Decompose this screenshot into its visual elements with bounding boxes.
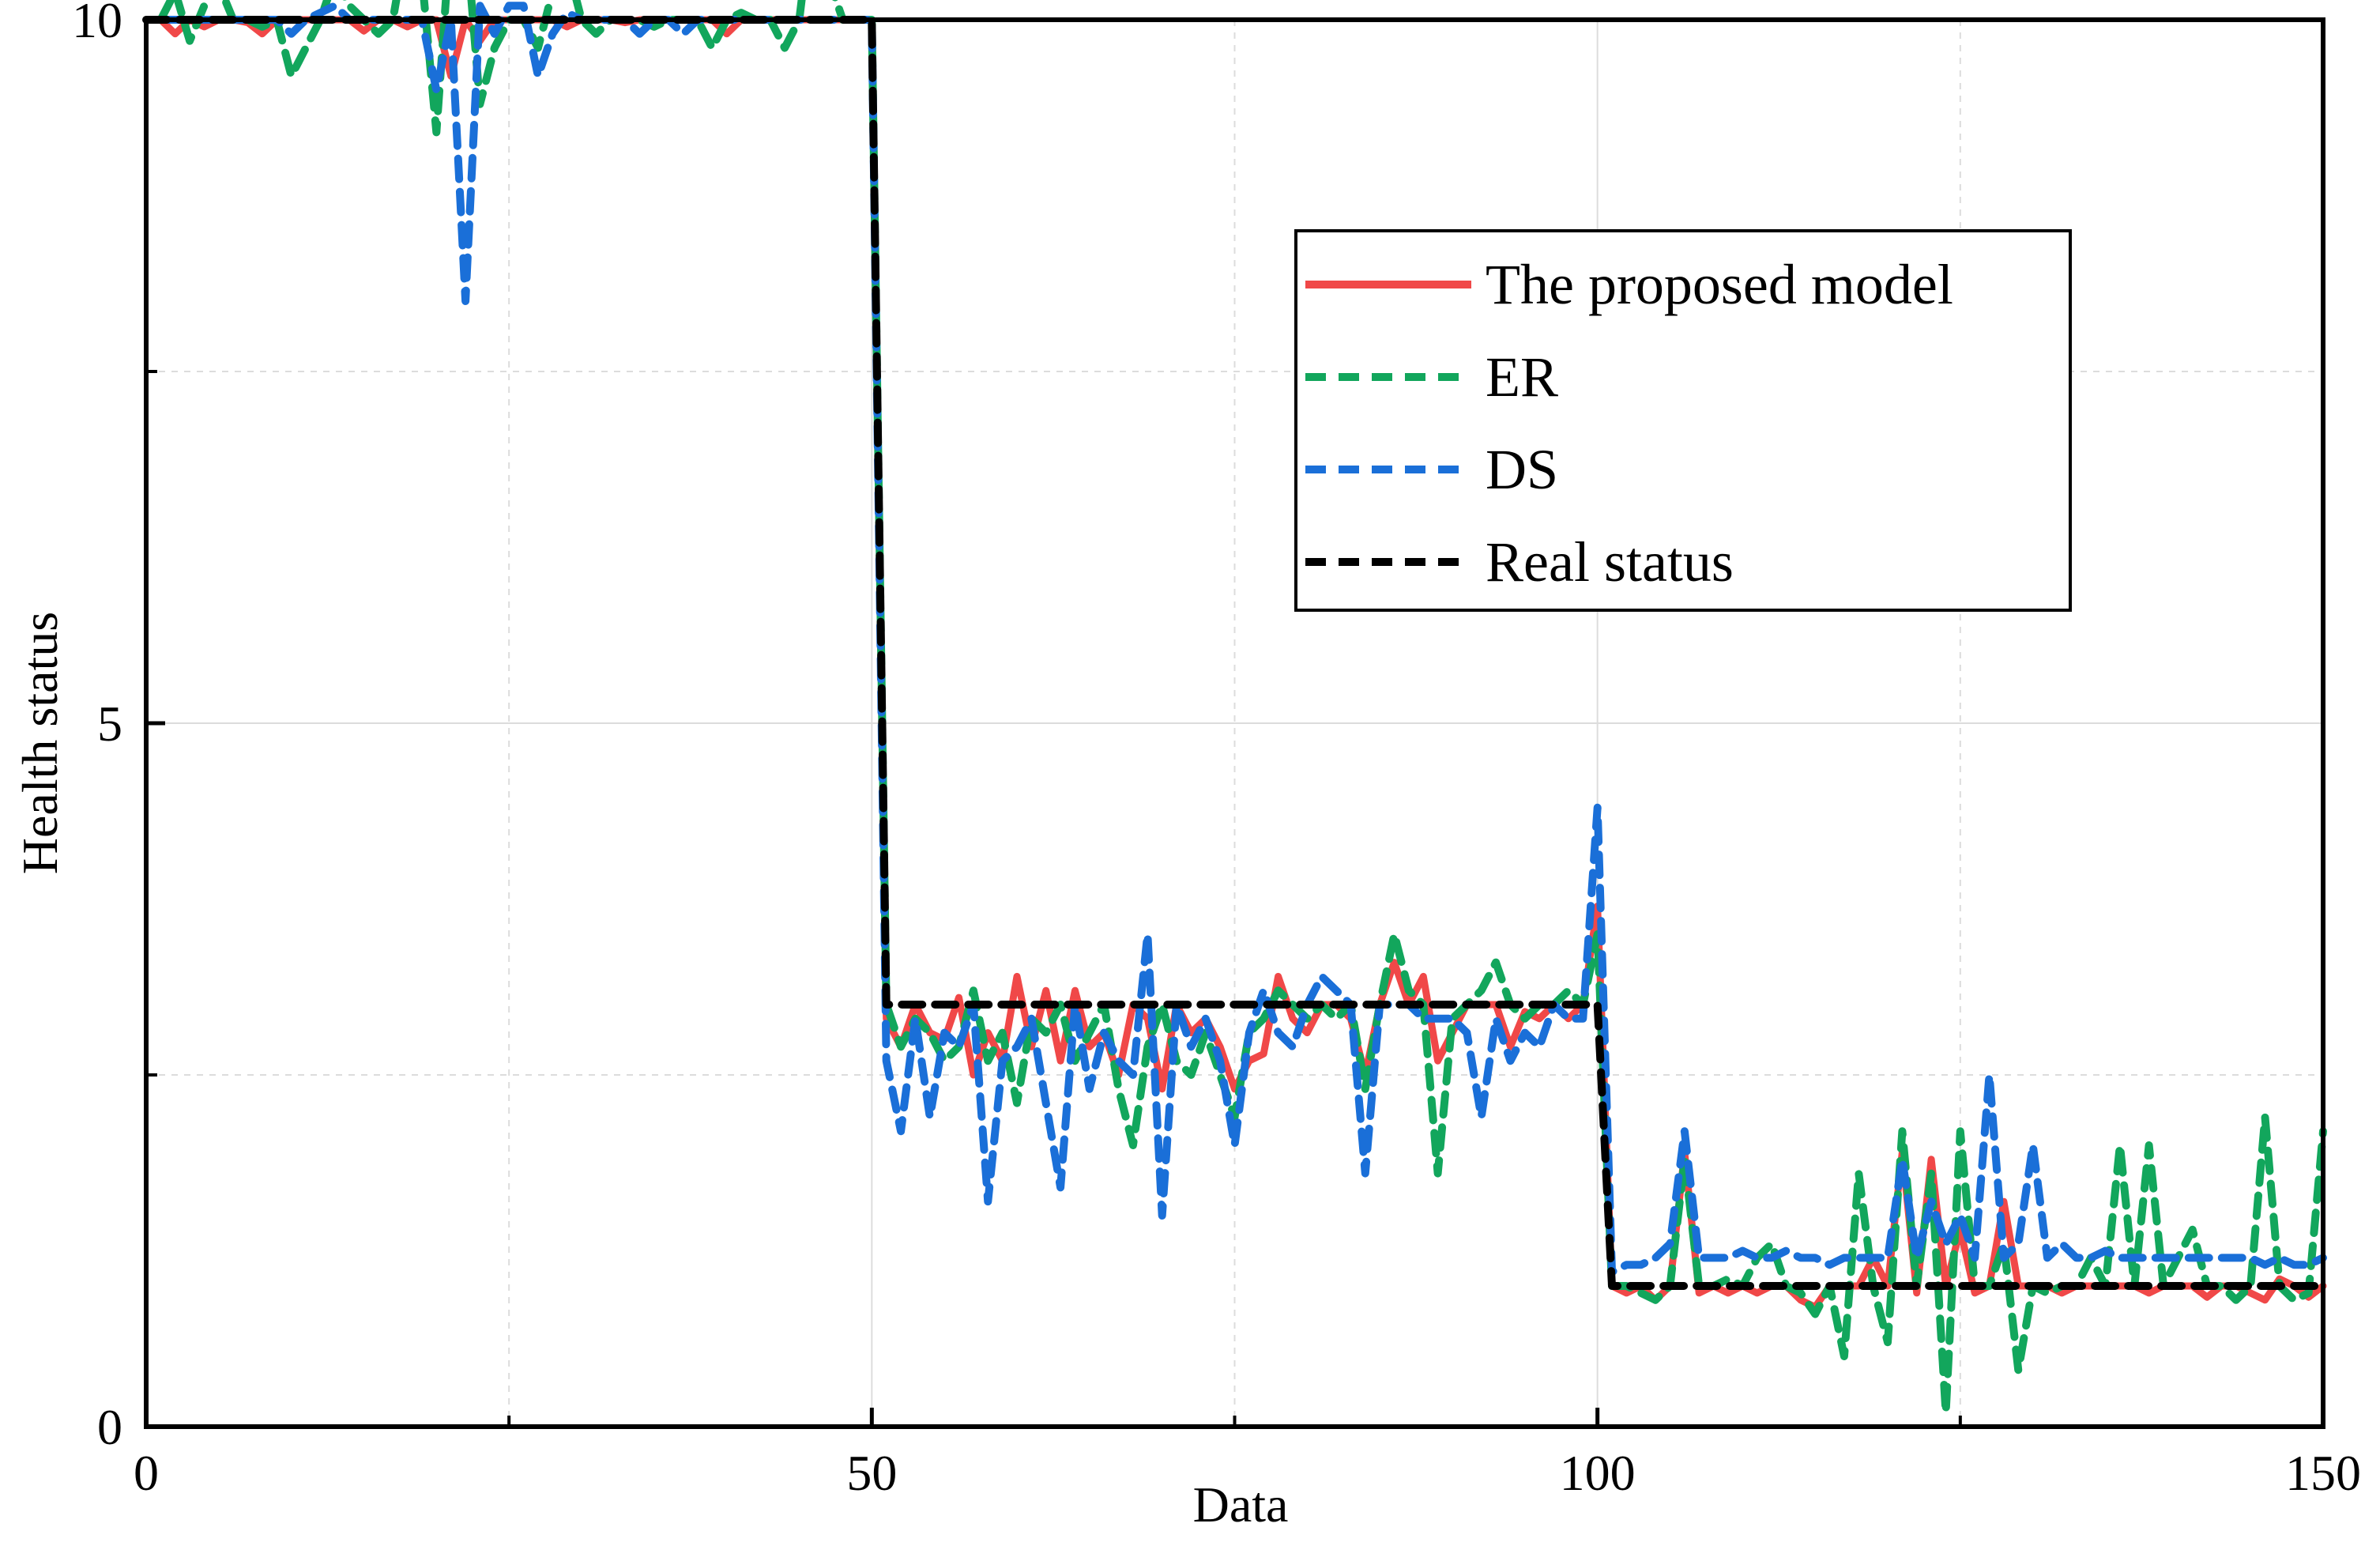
x-tick-label: 0: [134, 1445, 159, 1501]
axis-ticks: [144, 17, 2325, 1429]
y-tick-label: 0: [97, 1399, 122, 1455]
x-tick-label: 50: [846, 1445, 897, 1501]
legend: The proposed model ER DS Real status: [1294, 229, 2072, 612]
axis-tick-labels: 0 50 100 150 0 5 10: [72, 0, 2361, 1501]
y-tick-label: 10: [72, 0, 122, 48]
y-axis-title: Health status: [12, 612, 68, 874]
legend-label: Real status: [1486, 530, 1734, 594]
x-tick-label: 100: [1560, 1445, 1636, 1501]
y-tick-label: 5: [97, 696, 122, 752]
legend-label: DS: [1486, 438, 1558, 501]
series-line-the-proposed-model: [156, 16, 2327, 1311]
x-tick-label: 150: [2285, 1445, 2361, 1501]
legend-label: The proposed model: [1486, 253, 1953, 316]
legend-box: [1294, 229, 2072, 612]
series-line-ds: [156, 2, 2327, 1276]
x-axis-title: Data: [1193, 1476, 1289, 1533]
legend-label: ER: [1486, 345, 1558, 409]
